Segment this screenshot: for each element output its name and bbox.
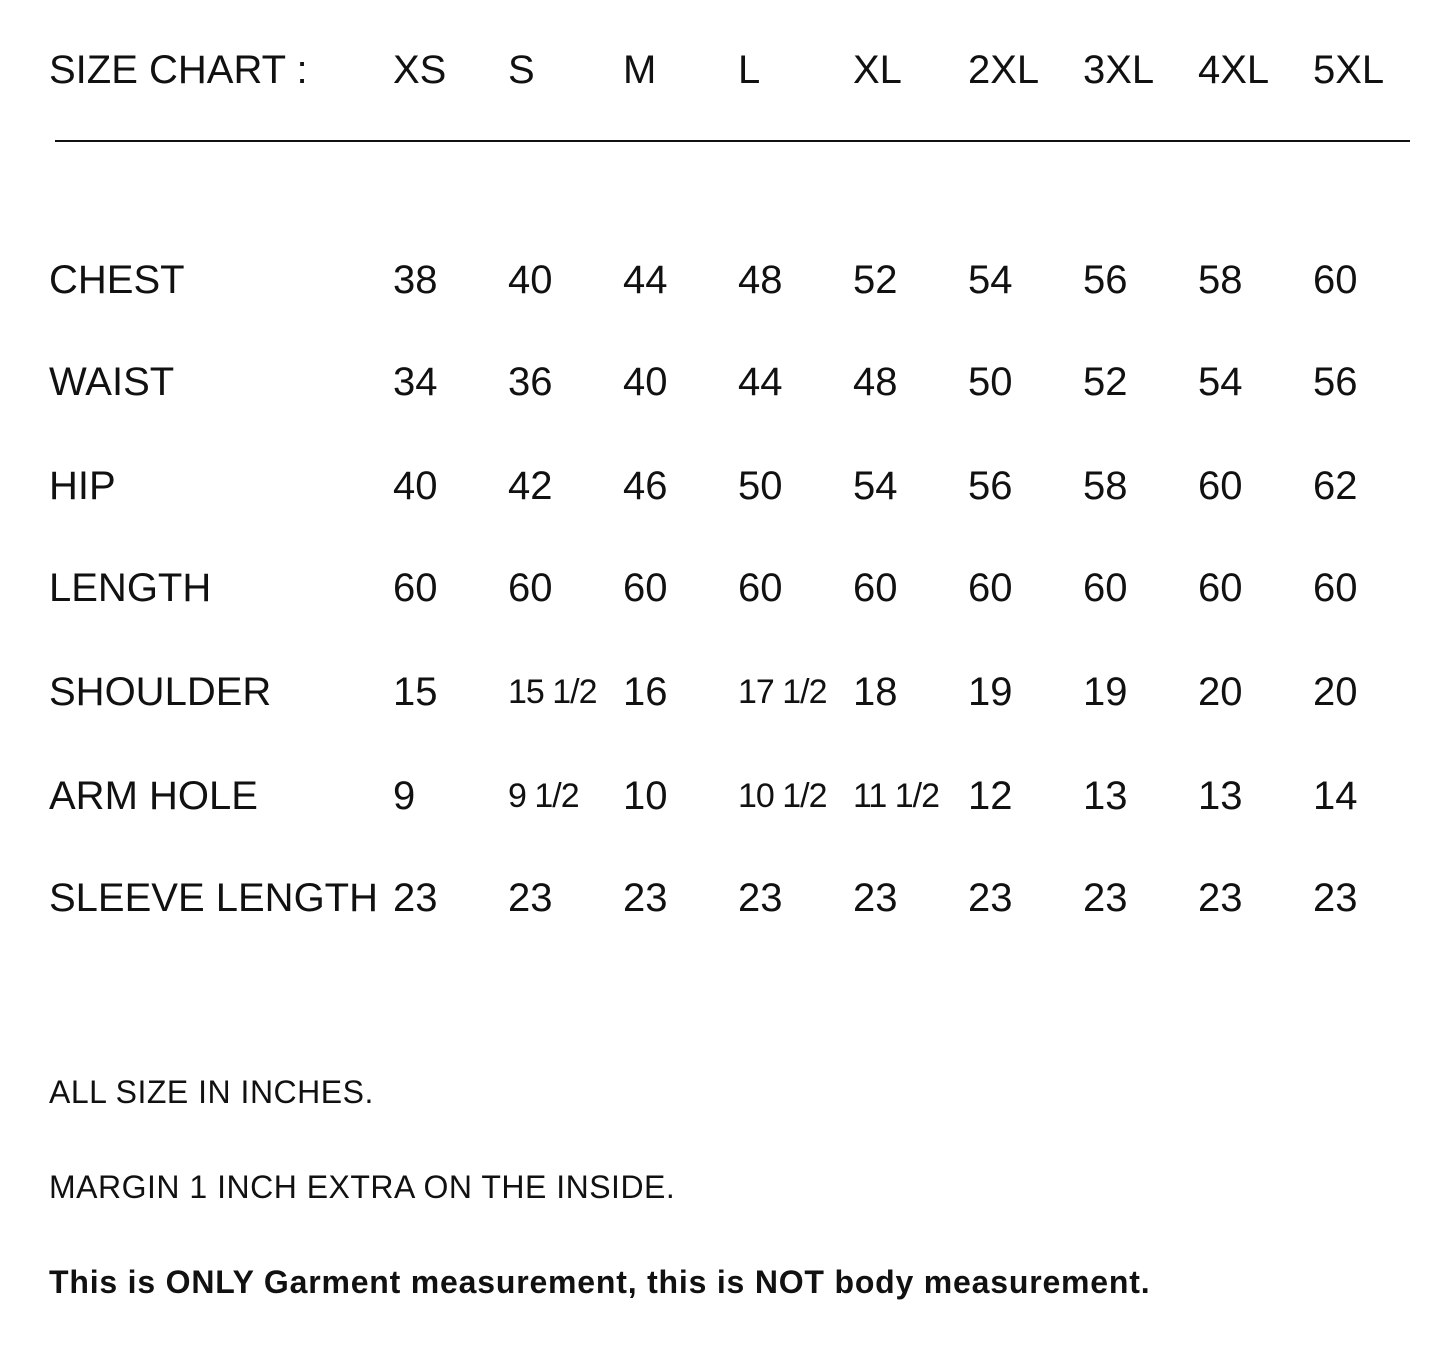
table-cell: 62 bbox=[1313, 464, 1358, 508]
table-cell: 23 bbox=[853, 876, 898, 920]
table-cell: 50 bbox=[968, 360, 1013, 404]
size-header-2xl: 2XL bbox=[968, 48, 1040, 92]
table-row: ARM HOLE 9 9 1/2 10 10 1/2 11 1/2 12 13 13 14 bbox=[0, 771, 1445, 821]
table-row: WAIST 34 36 40 44 48 50 52 54 56 bbox=[0, 357, 1445, 407]
table-row: LENGTH 60 60 60 60 60 60 60 60 60 bbox=[0, 563, 1445, 613]
table-cell: 44 bbox=[738, 360, 783, 404]
row-label: SHOULDER bbox=[49, 670, 272, 714]
table-cell: 60 bbox=[1198, 464, 1243, 508]
table-cell: 52 bbox=[853, 258, 898, 302]
table-cell: 60 bbox=[738, 566, 783, 610]
table-cell: 34 bbox=[393, 360, 438, 404]
table-cell: 10 1/2 bbox=[738, 777, 828, 815]
header-divider bbox=[55, 140, 1410, 142]
table-cell: 23 bbox=[508, 876, 553, 920]
table-cell: 23 bbox=[1313, 876, 1358, 920]
table-cell: 23 bbox=[738, 876, 783, 920]
table-cell: 54 bbox=[853, 464, 898, 508]
table-row: CHEST 38 40 44 48 52 54 56 58 60 bbox=[0, 255, 1445, 305]
table-cell: 10 bbox=[623, 774, 668, 818]
table-cell: 60 bbox=[623, 566, 668, 610]
table-cell: 11 1/2 bbox=[853, 777, 940, 815]
table-row: SLEEVE LENGTH 23 23 23 23 23 23 23 23 23 bbox=[0, 873, 1445, 923]
row-label: HIP bbox=[49, 464, 116, 508]
table-cell: 60 bbox=[393, 566, 438, 610]
table-cell: 13 bbox=[1083, 774, 1128, 818]
table-cell: 56 bbox=[1313, 360, 1358, 404]
table-cell: 23 bbox=[1083, 876, 1128, 920]
table-cell: 36 bbox=[508, 360, 553, 404]
table-cell: 60 bbox=[853, 566, 898, 610]
row-label: LENGTH bbox=[49, 566, 212, 610]
table-cell: 58 bbox=[1083, 464, 1128, 508]
table-cell: 15 bbox=[393, 670, 438, 714]
table-cell: 12 bbox=[968, 774, 1013, 818]
table-cell: 20 bbox=[1313, 670, 1358, 714]
table-cell: 16 bbox=[623, 670, 668, 714]
size-header-4xl: 4XL bbox=[1198, 48, 1270, 92]
size-chart-title: SIZE CHART : bbox=[49, 48, 308, 92]
table-cell: 52 bbox=[1083, 360, 1128, 404]
row-label: ARM HOLE bbox=[49, 774, 258, 818]
table-cell: 40 bbox=[393, 464, 438, 508]
table-cell: 48 bbox=[853, 360, 898, 404]
table-row: HIP 40 42 46 50 54 56 58 60 62 bbox=[0, 461, 1445, 511]
table-cell: 23 bbox=[393, 876, 438, 920]
size-header-xs: XS bbox=[393, 48, 447, 92]
table-cell: 17 1/2 bbox=[738, 673, 828, 711]
table-cell: 15 1/2 bbox=[508, 673, 598, 711]
size-header-m: M bbox=[623, 48, 657, 92]
row-label: SLEEVE LENGTH bbox=[49, 876, 379, 920]
table-cell: 19 bbox=[1083, 670, 1128, 714]
table-cell: 60 bbox=[1198, 566, 1243, 610]
table-cell: 9 1/2 bbox=[508, 777, 580, 815]
disclaimer-note: This is ONLY Garment measurement, this i… bbox=[49, 1264, 1151, 1300]
table-cell: 56 bbox=[1083, 258, 1128, 302]
table-cell: 58 bbox=[1198, 258, 1243, 302]
table-cell: 20 bbox=[1198, 670, 1243, 714]
size-header-s: S bbox=[508, 48, 535, 92]
table-cell: 56 bbox=[968, 464, 1013, 508]
table-cell: 42 bbox=[508, 464, 553, 508]
table-cell: 19 bbox=[968, 670, 1013, 714]
table-cell: 54 bbox=[1198, 360, 1243, 404]
table-row: SHOULDER 15 15 1/2 16 17 1/2 18 19 19 20 20 bbox=[0, 667, 1445, 717]
size-header-3xl: 3XL bbox=[1083, 48, 1155, 92]
table-cell: 50 bbox=[738, 464, 783, 508]
table-cell: 60 bbox=[968, 566, 1013, 610]
table-cell: 48 bbox=[738, 258, 783, 302]
row-label: CHEST bbox=[49, 258, 185, 302]
size-header-5xl: 5XL bbox=[1313, 48, 1385, 92]
table-cell: 54 bbox=[968, 258, 1013, 302]
units-note: ALL SIZE IN INCHES. bbox=[49, 1074, 374, 1110]
table-cell: 40 bbox=[508, 258, 553, 302]
size-header-xl: XL bbox=[853, 48, 902, 92]
table-cell: 38 bbox=[393, 258, 438, 302]
table-cell: 13 bbox=[1198, 774, 1243, 818]
row-label: WAIST bbox=[49, 360, 175, 404]
table-cell: 23 bbox=[968, 876, 1013, 920]
table-cell: 18 bbox=[853, 670, 898, 714]
table-cell: 46 bbox=[623, 464, 668, 508]
table-cell: 14 bbox=[1313, 774, 1358, 818]
margin-note: MARGIN 1 INCH EXTRA ON THE INSIDE. bbox=[49, 1169, 676, 1205]
size-header-l: L bbox=[738, 48, 761, 92]
table-cell: 60 bbox=[1083, 566, 1128, 610]
table-cell: 9 bbox=[393, 774, 416, 818]
table-cell: 60 bbox=[508, 566, 553, 610]
table-cell: 23 bbox=[623, 876, 668, 920]
table-cell: 44 bbox=[623, 258, 668, 302]
table-cell: 60 bbox=[1313, 566, 1358, 610]
table-cell: 40 bbox=[623, 360, 668, 404]
table-cell: 23 bbox=[1198, 876, 1243, 920]
table-cell: 60 bbox=[1313, 258, 1358, 302]
